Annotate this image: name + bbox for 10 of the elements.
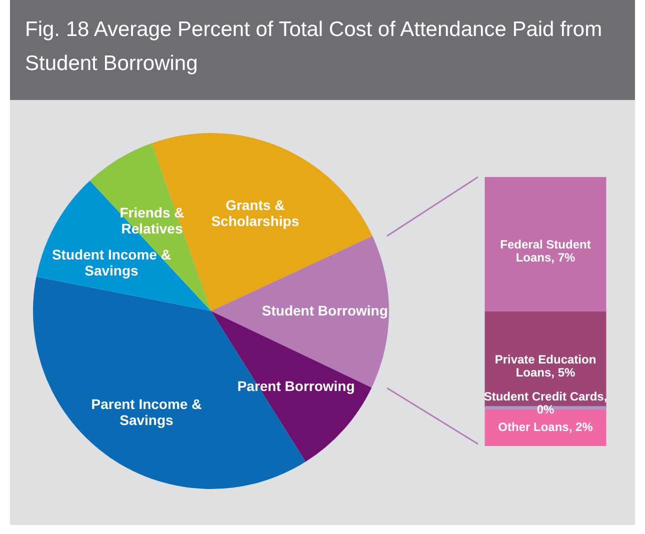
data-label: Other Loans, 2% — [498, 420, 594, 434]
data-label: Federal Student Loans, 7% — [500, 237, 591, 264]
slice-label: Parent Income & Savings — [91, 396, 202, 428]
slice-label: Grants & Scholarships — [211, 196, 300, 229]
pie-slice — [36, 180, 211, 311]
data-label: Private Education Loans, 5% — [494, 352, 596, 380]
slice-label: Parent Borrowing — [237, 378, 355, 394]
chart-title: Fig. 18 Average Percent of Total Cost of Attendance Paid from Student Borrowing — [10, 0, 635, 100]
slice-label: Student Borrowing — [262, 302, 388, 319]
slice-label: Student Income & Savings — [52, 246, 171, 279]
